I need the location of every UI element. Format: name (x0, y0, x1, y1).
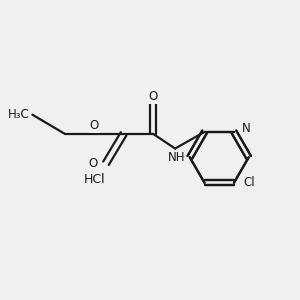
Text: H₃C: H₃C (8, 108, 29, 121)
Text: Cl: Cl (243, 176, 255, 189)
Text: O: O (148, 90, 158, 103)
Text: HCl: HCl (83, 173, 105, 186)
Text: NH: NH (168, 151, 185, 164)
Text: O: O (90, 119, 99, 132)
Text: O: O (88, 157, 98, 170)
Text: N: N (242, 122, 251, 135)
